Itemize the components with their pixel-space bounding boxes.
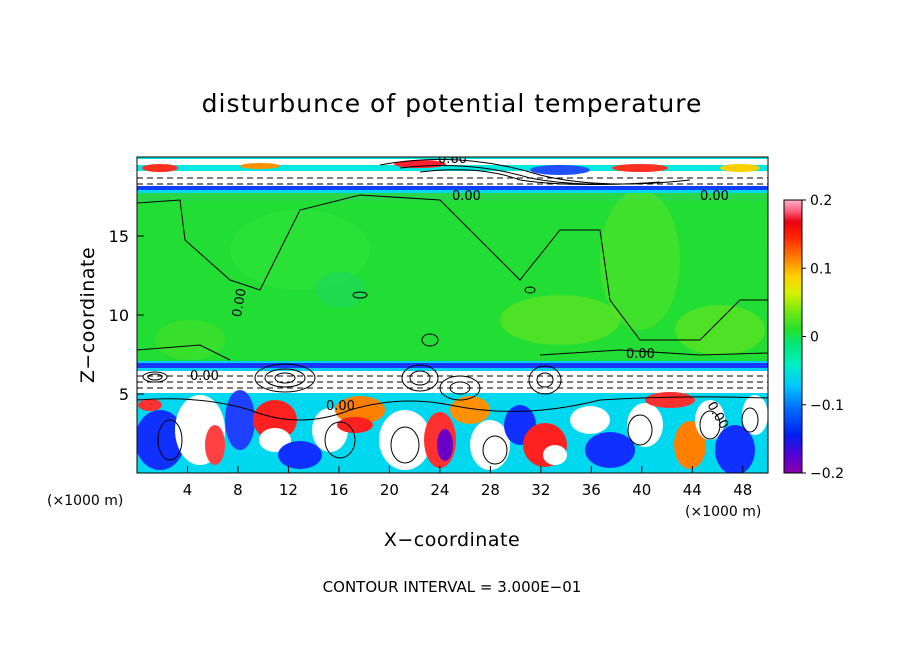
x-unit-right: (×1000 m) [685, 504, 761, 520]
svg-text:0.00: 0.00 [230, 287, 250, 318]
svg-text:0.00: 0.00 [326, 399, 355, 414]
x-tick-label: 16 [329, 481, 348, 499]
colorbar [783, 199, 803, 474]
x-tick-label: 20 [380, 481, 399, 499]
x-tick-label: 24 [430, 481, 449, 499]
x-tick-label: 28 [481, 481, 500, 499]
colorbar-tick-label: 0.1 [810, 261, 832, 277]
contour-zero-line [137, 194, 768, 341]
y-tick-label: 5 [119, 385, 129, 404]
x-tick-label: 40 [632, 481, 651, 499]
colorbar-tick-label: −0.2 [810, 466, 844, 482]
x-tick-label: 8 [233, 481, 243, 499]
colorbar-tick-label: −0.1 [810, 398, 844, 414]
x-tick-label: 4 [183, 481, 193, 499]
y-tick-label: 15 [109, 227, 129, 246]
y-axis-ticks: 5 10 15 [109, 227, 144, 404]
x-unit-left: (×1000 m) [47, 493, 123, 509]
colorbar-ticks: 0.2 0.1 0 −0.1 −0.2 [802, 193, 844, 482]
svg-text:0.00: 0.00 [452, 189, 481, 204]
colorbar-tick-label: 0 [810, 330, 819, 346]
svg-text:0.00: 0.00 [190, 369, 219, 384]
x-tick-label: 48 [733, 481, 752, 499]
x-tick-label: 32 [531, 481, 550, 499]
chart-title: disturbunce of potential temperature [202, 89, 703, 118]
x-tick-label: 36 [582, 481, 601, 499]
svg-text:0.00: 0.00 [626, 347, 655, 362]
plot-area: 0.60 0.00 0.00 0.00 0.00 0.00 0.00 0.00 [137, 152, 768, 473]
x-tick-label: 12 [279, 481, 298, 499]
x-axis-ticks: 4 8 12 16 20 24 28 32 36 40 44 48 [183, 466, 752, 499]
colorbar-tick-label: 0.2 [810, 193, 832, 209]
x-axis-label: X−coordinate [384, 529, 520, 551]
svg-text:0.60: 0.60 [438, 152, 467, 167]
y-tick-label: 10 [109, 306, 129, 325]
svg-text:0.00: 0.00 [700, 189, 729, 204]
y-axis-label: Z−coordinate [77, 247, 99, 383]
x-tick-label: 44 [683, 481, 702, 499]
contour-interval-note: CONTOUR INTERVAL = 3.000E−01 [323, 578, 582, 596]
